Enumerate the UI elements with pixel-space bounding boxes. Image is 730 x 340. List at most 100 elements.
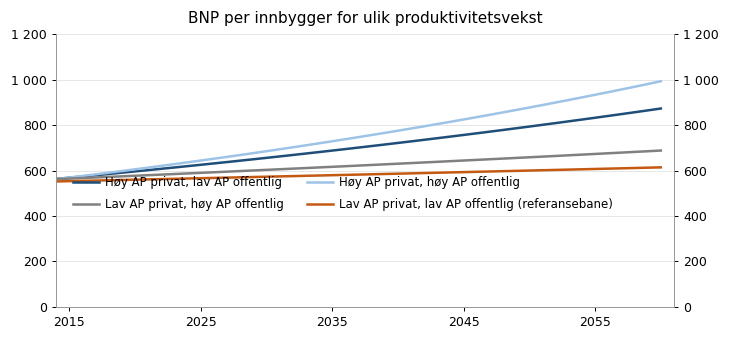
- Høy AP privat, høy AP offentlig: [656, 79, 665, 83]
- Lav AP privat, høy AP offentlig: [315, 165, 323, 169]
- Høy AP privat, lav AP offentlig: [249, 157, 258, 161]
- Lav AP privat, lav AP offentlig (referansebane): [551, 168, 560, 172]
- Høy AP privat, lav AP offentlig: [591, 116, 599, 120]
- Lav AP privat, høy AP offentlig: [196, 171, 205, 175]
- Høy AP privat, lav AP offentlig: [407, 139, 415, 143]
- Lav AP privat, lav AP offentlig (referansebane): [315, 173, 323, 177]
- Lav AP privat, høy AP offentlig: [407, 161, 415, 165]
- Høy AP privat, høy AP offentlig: [196, 158, 205, 163]
- Lav AP privat, høy AP offentlig: [617, 151, 626, 155]
- Lav AP privat, lav AP offentlig (referansebane): [630, 166, 639, 170]
- Lav AP privat, lav AP offentlig (referansebane): [472, 170, 481, 174]
- Høy AP privat, høy AP offentlig: [301, 143, 310, 147]
- Høy AP privat, høy AP offentlig: [433, 122, 442, 126]
- Høy AP privat, høy AP offentlig: [499, 110, 507, 115]
- Lav AP privat, høy AP offentlig: [459, 158, 468, 163]
- Høy AP privat, lav AP offentlig: [183, 164, 192, 168]
- Høy AP privat, høy AP offentlig: [551, 101, 560, 105]
- Høy AP privat, lav AP offentlig: [91, 173, 100, 177]
- Høy AP privat, lav AP offentlig: [104, 172, 113, 176]
- Høy AP privat, høy AP offentlig: [91, 172, 100, 176]
- Høy AP privat, høy AP offentlig: [380, 131, 389, 135]
- Lav AP privat, lav AP offentlig (referansebane): [144, 177, 153, 182]
- Høy AP privat, høy AP offentlig: [223, 155, 231, 159]
- Høy AP privat, lav AP offentlig: [643, 108, 652, 113]
- Høy AP privat, lav AP offentlig: [118, 171, 126, 175]
- Lav AP privat, lav AP offentlig (referansebane): [104, 178, 113, 182]
- Høy AP privat, høy AP offentlig: [446, 120, 455, 124]
- Høy AP privat, lav AP offentlig: [328, 149, 337, 153]
- Lav AP privat, høy AP offentlig: [591, 152, 599, 156]
- Høy AP privat, høy AP offentlig: [564, 98, 573, 102]
- Lav AP privat, lav AP offentlig (referansebane): [196, 176, 205, 180]
- Høy AP privat, lav AP offentlig: [433, 136, 442, 140]
- Lav AP privat, lav AP offentlig (referansebane): [183, 176, 192, 181]
- Lav AP privat, høy AP offentlig: [118, 174, 126, 179]
- Lav AP privat, lav AP offentlig (referansebane): [288, 174, 297, 178]
- Høy AP privat, høy AP offentlig: [65, 175, 74, 180]
- Lav AP privat, høy AP offentlig: [564, 153, 573, 157]
- Lav AP privat, høy AP offentlig: [630, 150, 639, 154]
- Høy AP privat, høy AP offentlig: [144, 166, 153, 170]
- Høy AP privat, høy AP offentlig: [367, 133, 376, 137]
- Lav AP privat, høy AP offentlig: [65, 176, 74, 181]
- Lav AP privat, høy AP offentlig: [643, 149, 652, 153]
- Lav AP privat, høy AP offentlig: [433, 160, 442, 164]
- Høy AP privat, lav AP offentlig: [538, 123, 547, 127]
- Lav AP privat, lav AP offentlig (referansebane): [433, 171, 442, 175]
- Lav AP privat, lav AP offentlig (referansebane): [223, 175, 231, 180]
- Høy AP privat, høy AP offentlig: [459, 117, 468, 121]
- Høy AP privat, lav AP offentlig: [512, 126, 520, 130]
- Lav AP privat, høy AP offentlig: [485, 157, 494, 161]
- Høy AP privat, lav AP offentlig: [78, 174, 87, 179]
- Lav AP privat, høy AP offentlig: [183, 171, 192, 175]
- Høy AP privat, høy AP offentlig: [577, 95, 586, 99]
- Lav AP privat, lav AP offentlig (referansebane): [65, 179, 74, 183]
- Høy AP privat, høy AP offentlig: [393, 129, 402, 133]
- Høy AP privat, lav AP offentlig: [617, 112, 626, 116]
- Høy AP privat, lav AP offentlig: [236, 159, 245, 163]
- Lav AP privat, lav AP offentlig (referansebane): [407, 171, 415, 175]
- Lav AP privat, lav AP offentlig (referansebane): [52, 180, 61, 184]
- Høy AP privat, høy AP offentlig: [78, 174, 87, 178]
- Høy AP privat, lav AP offentlig: [52, 177, 61, 181]
- Lav AP privat, høy AP offentlig: [551, 154, 560, 158]
- Lav AP privat, lav AP offentlig (referansebane): [577, 167, 586, 171]
- Lav AP privat, lav AP offentlig (referansebane): [538, 168, 547, 172]
- Høy AP privat, høy AP offentlig: [52, 177, 61, 181]
- Lav AP privat, lav AP offentlig (referansebane): [341, 173, 350, 177]
- Høy AP privat, lav AP offentlig: [604, 114, 612, 118]
- Lav AP privat, høy AP offentlig: [604, 151, 612, 155]
- Lav AP privat, høy AP offentlig: [223, 170, 231, 174]
- Høy AP privat, høy AP offentlig: [617, 87, 626, 91]
- Lav AP privat, lav AP offentlig (referansebane): [499, 169, 507, 173]
- Høy AP privat, høy AP offentlig: [131, 167, 139, 171]
- Lav AP privat, høy AP offentlig: [393, 162, 402, 166]
- Høy AP privat, høy AP offentlig: [236, 153, 245, 157]
- Lav AP privat, høy AP offentlig: [354, 164, 363, 168]
- Høy AP privat, lav AP offentlig: [341, 147, 350, 151]
- Lav AP privat, høy AP offentlig: [52, 177, 61, 181]
- Lav AP privat, lav AP offentlig (referansebane): [131, 178, 139, 182]
- Lav AP privat, lav AP offentlig (referansebane): [91, 178, 100, 183]
- Line: Lav AP privat, høy AP offentlig: Lav AP privat, høy AP offentlig: [56, 151, 661, 179]
- Høy AP privat, høy AP offentlig: [183, 160, 192, 165]
- Lav AP privat, lav AP offentlig (referansebane): [118, 178, 126, 182]
- Høy AP privat, høy AP offentlig: [472, 115, 481, 119]
- Høy AP privat, lav AP offentlig: [144, 168, 153, 172]
- Lav AP privat, høy AP offentlig: [328, 165, 337, 169]
- Lav AP privat, lav AP offentlig (referansebane): [210, 176, 218, 180]
- Høy AP privat, lav AP offentlig: [65, 176, 74, 180]
- Høy AP privat, høy AP offentlig: [249, 151, 258, 155]
- Lav AP privat, høy AP offentlig: [420, 160, 429, 165]
- Lav AP privat, lav AP offentlig (referansebane): [354, 173, 363, 177]
- Høy AP privat, høy AP offentlig: [407, 126, 415, 131]
- Høy AP privat, høy AP offentlig: [341, 137, 350, 141]
- Lav AP privat, lav AP offentlig (referansebane): [78, 179, 87, 183]
- Lav AP privat, høy AP offentlig: [157, 173, 166, 177]
- Lav AP privat, lav AP offentlig (referansebane): [656, 165, 665, 169]
- Høy AP privat, lav AP offentlig: [393, 141, 402, 145]
- Høy AP privat, høy AP offentlig: [328, 139, 337, 143]
- Lav AP privat, lav AP offentlig (referansebane): [301, 174, 310, 178]
- Høy AP privat, høy AP offentlig: [485, 113, 494, 117]
